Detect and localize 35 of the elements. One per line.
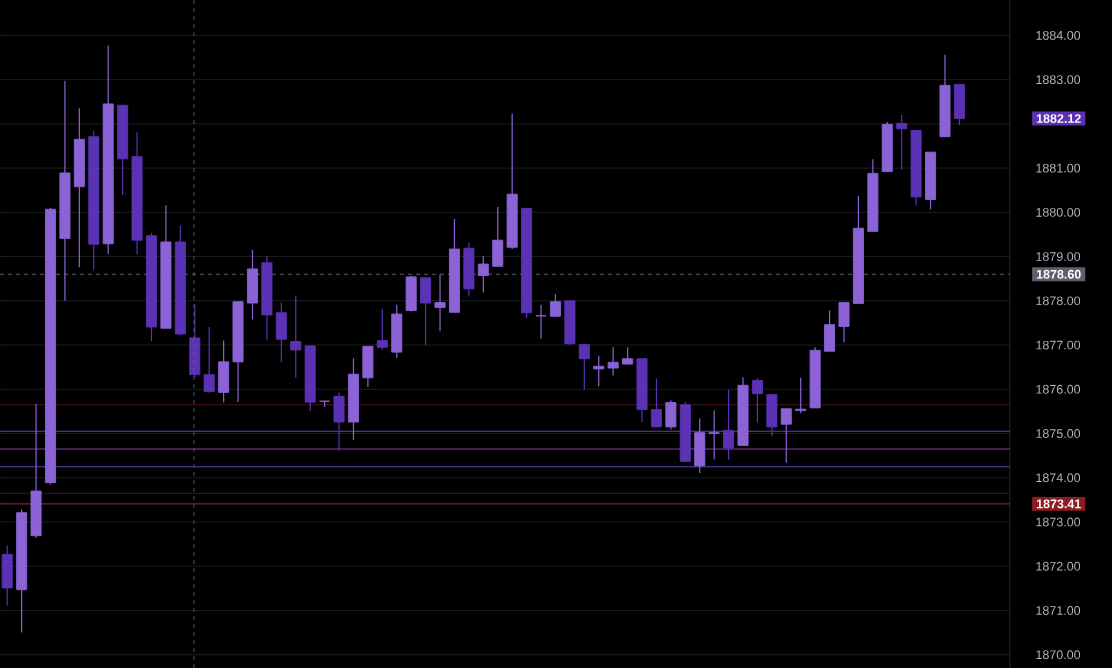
candlestick: [434, 274, 446, 332]
candlestick: [203, 326, 215, 394]
candlestick: [896, 114, 908, 171]
candlestick: [607, 346, 619, 377]
y-tick-label: 1881.00: [1036, 163, 1081, 173]
candlestick: [708, 409, 720, 461]
y-tick-label: 1874.00: [1036, 473, 1081, 483]
candlestick: [751, 377, 763, 424]
candlestick: [477, 255, 489, 293]
candlestick: [376, 308, 388, 351]
y-tick-label: 1880.00: [1036, 207, 1081, 217]
y-tick-label: 1873.00: [1036, 517, 1081, 527]
y-tick-label: 1876.00: [1036, 384, 1081, 394]
candlestick: [650, 378, 662, 428]
candlestick: [593, 355, 605, 387]
y-tick-label: 1883.00: [1036, 75, 1081, 85]
candlestick: [290, 294, 302, 379]
y-tick-label: 1879.00: [1036, 252, 1081, 261]
candlestick: [549, 293, 561, 317]
candlestick: [838, 301, 850, 343]
y-tick-label: 1878.00: [1036, 296, 1081, 306]
y-tick-label: 1877.00: [1036, 340, 1081, 350]
candlestick: [535, 304, 547, 340]
candlestick: [780, 408, 792, 464]
y-tick-label: 1870.00: [1036, 650, 1081, 660]
y-tick-label: 1871.00: [1036, 606, 1081, 615]
candlestick: [723, 389, 735, 461]
y-tick-label: 1884.00: [1036, 30, 1081, 40]
candlestick: [578, 343, 590, 391]
ref-line-label: 1873.41: [1036, 499, 1081, 509]
y-tick-label: 1875.00: [1036, 429, 1081, 438]
text: 1882.12: [1036, 114, 1081, 123]
y-tick-label: 1872.00: [1036, 561, 1081, 571]
candlestick: [795, 377, 807, 414]
ref-line-label: 1878.60: [1036, 269, 1081, 279]
